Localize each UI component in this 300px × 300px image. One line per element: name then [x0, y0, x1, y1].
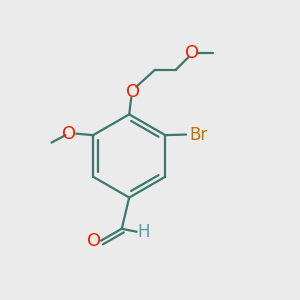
Text: O: O: [87, 232, 101, 250]
Text: O: O: [185, 44, 199, 62]
Text: Br: Br: [190, 125, 208, 143]
Text: O: O: [126, 83, 140, 101]
Text: H: H: [138, 223, 150, 241]
Text: O: O: [62, 125, 76, 143]
